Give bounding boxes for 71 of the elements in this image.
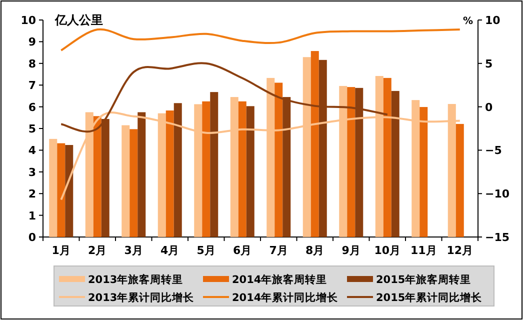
bar [355, 88, 364, 237]
bar [339, 86, 348, 237]
legend-label: 2013年累计同比增长 [88, 291, 196, 304]
bar [318, 60, 327, 237]
y2-tick-label: 0 [485, 100, 493, 114]
y2-tick-label: −15 [485, 231, 510, 244]
bar [347, 87, 356, 237]
bar [310, 51, 319, 237]
y-tick-label: 9 [28, 36, 36, 49]
bar [122, 125, 130, 237]
bar [210, 92, 218, 237]
x-tick-label: 12月 [446, 244, 474, 257]
x-tick-label: 4月 [160, 244, 180, 257]
bar [57, 143, 66, 237]
bar [246, 106, 254, 237]
bar [274, 82, 283, 237]
bar [282, 97, 291, 237]
y2-tick-label: 10 [485, 14, 501, 27]
legend-label: 2014年旅客周转里 [232, 273, 328, 286]
y2-axis-title: % [462, 16, 474, 27]
bar [266, 78, 275, 237]
y-tick-label: 2 [28, 188, 36, 201]
x-tick-label: 5月 [196, 244, 216, 257]
bar [456, 124, 464, 237]
bar [158, 113, 166, 237]
x-tick-label: 2月 [88, 244, 107, 257]
x-tick-label: 6月 [233, 244, 252, 257]
y-tick-label: 3 [28, 166, 36, 179]
legend-label: 2014年累计同比增长 [232, 291, 340, 304]
x-tick-label: 1月 [52, 244, 70, 257]
bar [138, 112, 146, 237]
bar [166, 110, 174, 237]
bar [383, 78, 392, 237]
bar [85, 112, 94, 237]
y2-tick-label: 5 [485, 57, 493, 70]
legend-label: 2015年旅客周转里 [376, 273, 472, 286]
bar [238, 101, 246, 237]
y2-tick-label: −10 [485, 188, 510, 201]
y-tick-label: 10 [20, 14, 36, 27]
bar [194, 104, 202, 237]
x-tick-label: 9月 [342, 244, 360, 257]
y-tick-label: 5 [28, 122, 36, 136]
x-tick-label: 11月 [410, 244, 437, 257]
bar [202, 101, 210, 237]
bar [174, 103, 182, 237]
y-tick-label: 4 [28, 144, 36, 158]
bar [65, 144, 74, 237]
x-tick-label: 3月 [124, 244, 143, 257]
bar [230, 97, 238, 237]
x-tick-label: 7月 [269, 244, 288, 257]
x-tick-label: 10月 [374, 244, 401, 257]
bar [130, 129, 138, 237]
y2-tick-label: −5 [485, 144, 502, 158]
bar [420, 107, 428, 237]
y-tick-label: 7 [28, 79, 36, 92]
y-tick-label: 0 [28, 231, 36, 244]
bar [302, 57, 311, 237]
bar [49, 138, 58, 237]
bar [412, 100, 420, 237]
y-tick-label: 1 [28, 209, 36, 222]
bar [375, 76, 384, 237]
bar [101, 118, 110, 237]
x-tick-label: 8月 [306, 244, 324, 257]
legend-label: 2013年旅客周转里 [88, 273, 184, 286]
y-axis-title: 亿人公里 [54, 13, 103, 27]
bar [448, 104, 456, 237]
bar [391, 90, 400, 237]
y-tick-label: 6 [28, 100, 36, 114]
bar [93, 116, 102, 237]
legend-label: 2015年累计同比增长 [376, 291, 484, 304]
y-tick-label: 8 [28, 57, 36, 70]
